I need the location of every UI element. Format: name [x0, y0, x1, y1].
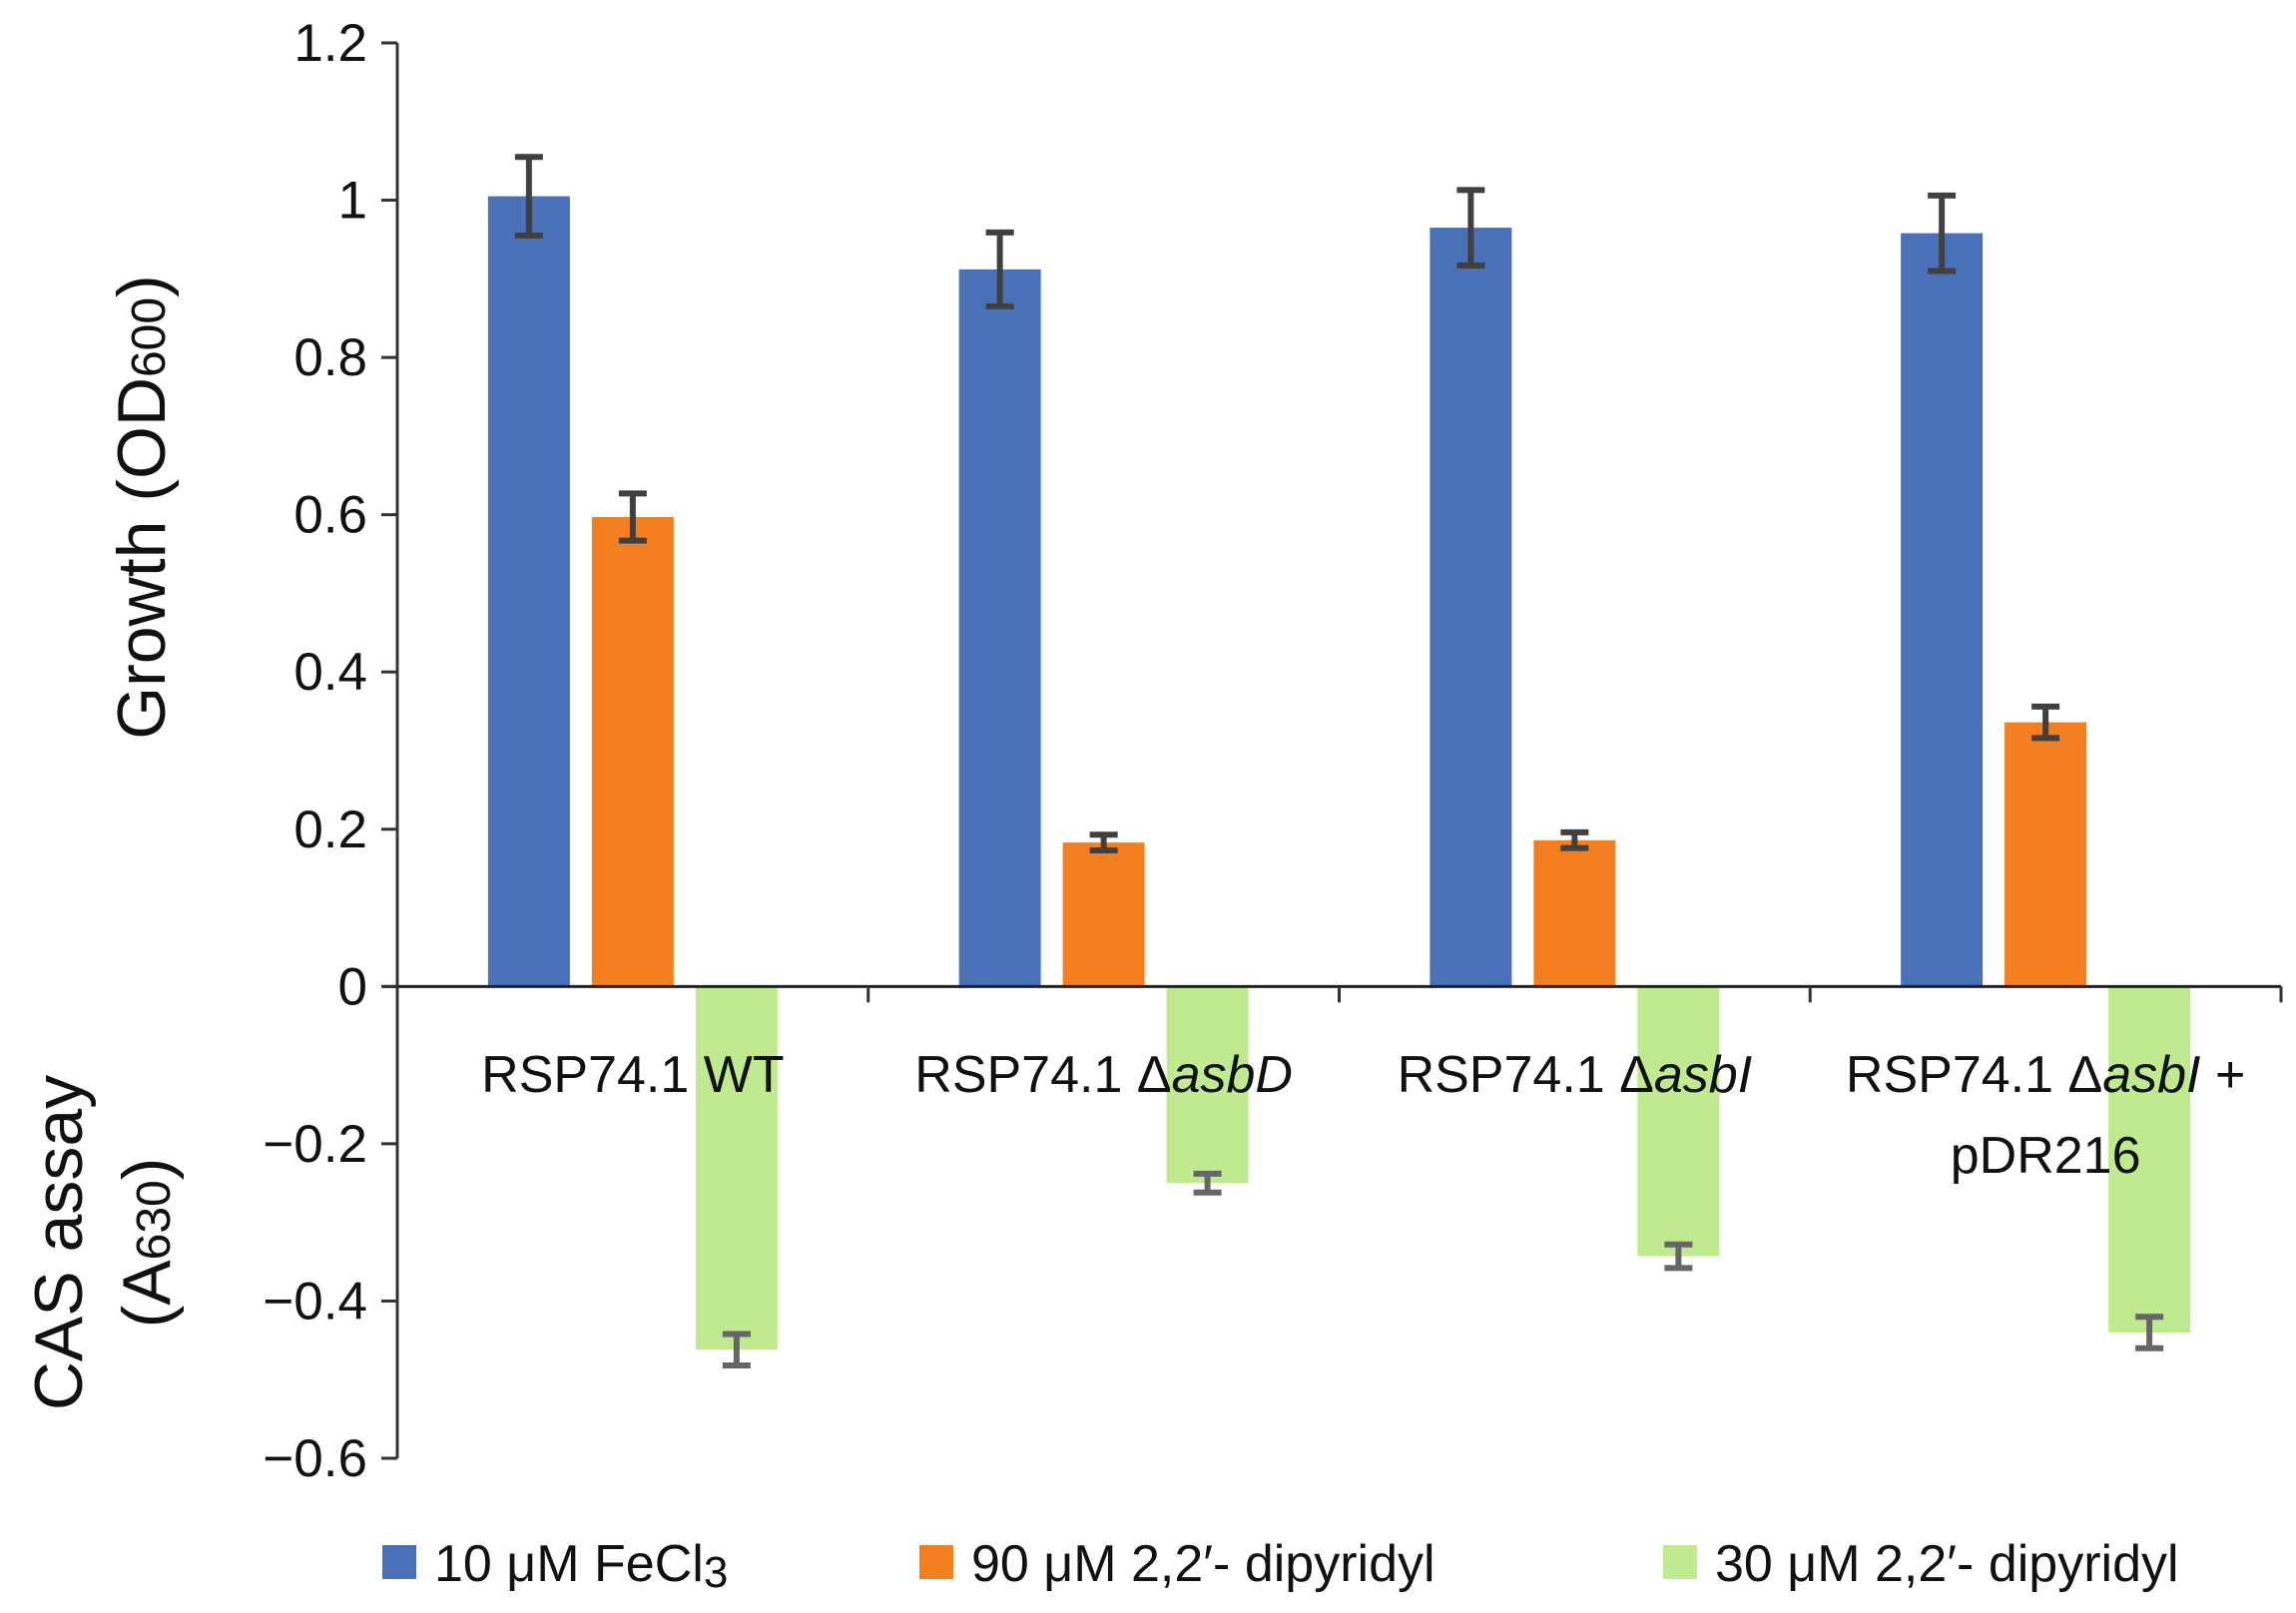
bar-2-1 — [591, 517, 674, 987]
y-axis-title-cas-units: (A630) — [109, 1158, 185, 1329]
category-labels: RSP74.1 WT RSP74.1 ΔasbD RSP74.1 ΔasbI RSP7… — [481, 1046, 2245, 1185]
y-axis-title-cas: CAS assay — [21, 1075, 97, 1410]
error-bar-2-4 — [2031, 703, 2060, 742]
bar-2-3 — [1533, 839, 1616, 987]
y-axis-title-growth: Growth (OD600) — [104, 274, 180, 739]
error-bar-3-1 — [722, 1331, 751, 1369]
legend-label-1: 10 μM FeCl3 — [434, 1535, 728, 1597]
legend-label-3: 30 μM 2,2′- dipyridyl — [1715, 1535, 2179, 1593]
bar-2-4 — [2005, 722, 2087, 987]
y-tick-label: 1.2 — [293, 14, 367, 73]
error-bar-1-3 — [1456, 187, 1485, 269]
y-tick-label: −0.6 — [263, 1429, 367, 1488]
error-bar-3-3 — [1664, 1241, 1693, 1272]
bar-3-2 — [1166, 986, 1249, 1184]
bar-3-1 — [695, 986, 778, 1350]
error-bar-2-1 — [618, 490, 647, 544]
y-tick-label: 0.2 — [293, 801, 367, 859]
y-tick-label: 0.4 — [293, 643, 367, 702]
legend-swatch-3 — [1663, 1545, 1697, 1579]
axes-layer: 1.2 1 0.8 0.6 0.4 0.2 0 −0.2 −0.4 −0.6 — [263, 14, 2283, 1488]
bar-1-4 — [1901, 233, 1984, 987]
error-bar-1-4 — [1928, 192, 1957, 274]
y-tick-label: 0.6 — [293, 486, 367, 545]
error-bar-1-2 — [985, 229, 1014, 309]
error-bar-3-4 — [2135, 1314, 2164, 1351]
category-label-2: RSP74.1 ΔasbD — [914, 1046, 1293, 1104]
bars-layer — [487, 154, 2191, 1369]
category-label-4: RSP74.1 ΔasbI + — [1846, 1046, 2245, 1104]
bar-1-3 — [1430, 228, 1512, 987]
category-label-1: RSP74.1 WT — [481, 1046, 784, 1104]
error-bar-2-3 — [1560, 828, 1589, 851]
legend-label-2: 90 μM 2,2′- dipyridyl — [971, 1535, 1435, 1593]
bar-1-2 — [958, 269, 1041, 987]
y-tick-label: 1 — [338, 172, 367, 231]
error-bar-1-1 — [514, 154, 543, 240]
y-tick-label: −0.2 — [263, 1115, 367, 1174]
category-label-4-line2: pDR216 — [1951, 1127, 2141, 1185]
legend: 10 μM FeCl3 90 μM 2,2′- dipyridyl 30 μM 2,… — [382, 1535, 2179, 1597]
error-bar-3-2 — [1193, 1170, 1222, 1196]
y-tick-label: −0.4 — [263, 1272, 367, 1331]
legend-swatch-1 — [382, 1545, 416, 1579]
y-tick-label: 0.8 — [293, 328, 367, 387]
y-tick-label: 0 — [338, 957, 367, 1016]
bar-2-2 — [1062, 842, 1145, 987]
error-bar-2-2 — [1089, 831, 1118, 854]
bar-3-4 — [2108, 986, 2191, 1333]
legend-swatch-2 — [919, 1545, 953, 1579]
bar-3-3 — [1637, 986, 1720, 1257]
category-label-3: RSP74.1 ΔasbI — [1398, 1046, 1753, 1104]
bar-1-1 — [487, 196, 570, 987]
